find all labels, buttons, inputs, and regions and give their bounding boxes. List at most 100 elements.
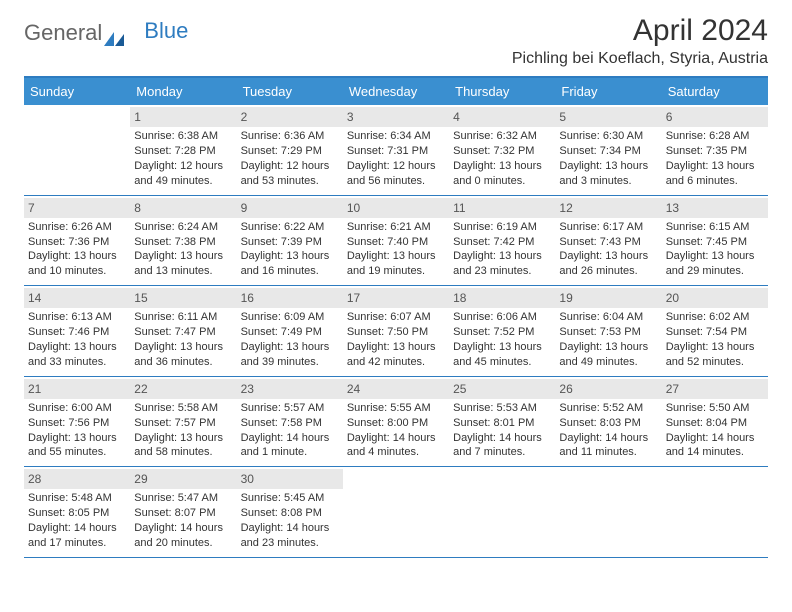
- location: Pichling bei Koeflach, Styria, Austria: [512, 50, 768, 68]
- daylight-line: Daylight: 13 hours and 33 minutes.: [28, 340, 126, 370]
- daylight-line: Daylight: 13 hours and 29 minutes.: [666, 249, 764, 279]
- day-number: 25: [449, 379, 555, 399]
- sunrise-line: Sunrise: 6:19 AM: [453, 220, 551, 235]
- calendar-week: 28Sunrise: 5:48 AMSunset: 8:05 PMDayligh…: [24, 467, 768, 558]
- daylight-line: Daylight: 14 hours and 14 minutes.: [666, 431, 764, 461]
- day-header-cell: Tuesday: [237, 78, 343, 105]
- sunset-line: Sunset: 7:39 PM: [241, 235, 339, 250]
- daylight-line: Daylight: 14 hours and 11 minutes.: [559, 431, 657, 461]
- sunrise-line: Sunrise: 6:32 AM: [453, 129, 551, 144]
- sunrise-line: Sunrise: 6:09 AM: [241, 310, 339, 325]
- daylight-line: Daylight: 14 hours and 23 minutes.: [241, 521, 339, 551]
- calendar-cell: 29Sunrise: 5:47 AMSunset: 8:07 PMDayligh…: [130, 467, 236, 557]
- sunrise-line: Sunrise: 6:07 AM: [347, 310, 445, 325]
- calendar-cell: 4Sunrise: 6:32 AMSunset: 7:32 PMDaylight…: [449, 105, 555, 195]
- day-number: 21: [24, 379, 130, 399]
- daylight-line: Daylight: 13 hours and 10 minutes.: [28, 249, 126, 279]
- day-number: 30: [237, 469, 343, 489]
- day-number: 12: [555, 198, 661, 218]
- sunrise-line: Sunrise: 6:11 AM: [134, 310, 232, 325]
- day-number: 27: [662, 379, 768, 399]
- sunrise-line: Sunrise: 5:53 AM: [453, 401, 551, 416]
- sunset-line: Sunset: 7:57 PM: [134, 416, 232, 431]
- sunset-line: Sunset: 7:56 PM: [28, 416, 126, 431]
- sunrise-line: Sunrise: 6:04 AM: [559, 310, 657, 325]
- sunrise-line: Sunrise: 6:36 AM: [241, 129, 339, 144]
- sail-icon: [104, 26, 124, 40]
- title-block: April 2024 Pichling bei Koeflach, Styria…: [512, 14, 768, 68]
- daylight-line: Daylight: 13 hours and 13 minutes.: [134, 249, 232, 279]
- daylight-line: Daylight: 13 hours and 49 minutes.: [559, 340, 657, 370]
- day-number: 17: [343, 288, 449, 308]
- day-number: 23: [237, 379, 343, 399]
- day-number: 5: [555, 107, 661, 127]
- calendar-cell: 1Sunrise: 6:38 AMSunset: 7:28 PMDaylight…: [130, 105, 236, 195]
- daylight-line: Daylight: 12 hours and 49 minutes.: [134, 159, 232, 189]
- calendar-cell: 3Sunrise: 6:34 AMSunset: 7:31 PMDaylight…: [343, 105, 449, 195]
- calendar-cell: 7Sunrise: 6:26 AMSunset: 7:36 PMDaylight…: [24, 196, 130, 286]
- sunset-line: Sunset: 7:32 PM: [453, 144, 551, 159]
- sunrise-line: Sunrise: 5:58 AM: [134, 401, 232, 416]
- day-header-cell: Saturday: [662, 78, 768, 105]
- sunset-line: Sunset: 7:40 PM: [347, 235, 445, 250]
- daylight-line: Daylight: 12 hours and 56 minutes.: [347, 159, 445, 189]
- day-number: 7: [24, 198, 130, 218]
- calendar-cell: 20Sunrise: 6:02 AMSunset: 7:54 PMDayligh…: [662, 286, 768, 376]
- day-number: 18: [449, 288, 555, 308]
- sunrise-line: Sunrise: 6:24 AM: [134, 220, 232, 235]
- day-number: 13: [662, 198, 768, 218]
- day-number: 24: [343, 379, 449, 399]
- day-header-cell: Sunday: [24, 78, 130, 105]
- daylight-line: Daylight: 13 hours and 39 minutes.: [241, 340, 339, 370]
- day-number: 26: [555, 379, 661, 399]
- calendar-cell: 27Sunrise: 5:50 AMSunset: 8:04 PMDayligh…: [662, 377, 768, 467]
- daylight-line: Daylight: 14 hours and 4 minutes.: [347, 431, 445, 461]
- brand-logo: General Blue: [24, 14, 188, 46]
- sunrise-line: Sunrise: 6:17 AM: [559, 220, 657, 235]
- sunrise-line: Sunrise: 6:21 AM: [347, 220, 445, 235]
- day-number: 22: [130, 379, 236, 399]
- day-header-cell: Monday: [130, 78, 236, 105]
- calendar-cell: .: [343, 467, 449, 557]
- daylight-line: Daylight: 13 hours and 42 minutes.: [347, 340, 445, 370]
- sunrise-line: Sunrise: 5:55 AM: [347, 401, 445, 416]
- sunset-line: Sunset: 8:07 PM: [134, 506, 232, 521]
- brand-part2: Blue: [144, 18, 188, 44]
- calendar-cell: 22Sunrise: 5:58 AMSunset: 7:57 PMDayligh…: [130, 377, 236, 467]
- sunset-line: Sunset: 7:35 PM: [666, 144, 764, 159]
- daylight-line: Daylight: 13 hours and 6 minutes.: [666, 159, 764, 189]
- sunset-line: Sunset: 7:36 PM: [28, 235, 126, 250]
- sunrise-line: Sunrise: 6:15 AM: [666, 220, 764, 235]
- calendar-cell: 30Sunrise: 5:45 AMSunset: 8:08 PMDayligh…: [237, 467, 343, 557]
- daylight-line: Daylight: 13 hours and 55 minutes.: [28, 431, 126, 461]
- calendar-cell: 28Sunrise: 5:48 AMSunset: 8:05 PMDayligh…: [24, 467, 130, 557]
- day-header-row: SundayMondayTuesdayWednesdayThursdayFrid…: [24, 78, 768, 105]
- sunrise-line: Sunrise: 6:06 AM: [453, 310, 551, 325]
- sunset-line: Sunset: 7:45 PM: [666, 235, 764, 250]
- calendar-cell: .: [662, 467, 768, 557]
- calendar-cell: 8Sunrise: 6:24 AMSunset: 7:38 PMDaylight…: [130, 196, 236, 286]
- day-header-cell: Thursday: [449, 78, 555, 105]
- day-number: 4: [449, 107, 555, 127]
- sunset-line: Sunset: 7:29 PM: [241, 144, 339, 159]
- calendar: SundayMondayTuesdayWednesdayThursdayFrid…: [24, 76, 768, 558]
- calendar-cell: 2Sunrise: 6:36 AMSunset: 7:29 PMDaylight…: [237, 105, 343, 195]
- calendar-cell: 14Sunrise: 6:13 AMSunset: 7:46 PMDayligh…: [24, 286, 130, 376]
- sunrise-line: Sunrise: 6:22 AM: [241, 220, 339, 235]
- day-number: 2: [237, 107, 343, 127]
- calendar-cell: 17Sunrise: 6:07 AMSunset: 7:50 PMDayligh…: [343, 286, 449, 376]
- sunset-line: Sunset: 8:00 PM: [347, 416, 445, 431]
- day-number: 16: [237, 288, 343, 308]
- brand-part1: General: [24, 20, 102, 46]
- calendar-cell: 5Sunrise: 6:30 AMSunset: 7:34 PMDaylight…: [555, 105, 661, 195]
- daylight-line: Daylight: 14 hours and 17 minutes.: [28, 521, 126, 551]
- sunset-line: Sunset: 7:58 PM: [241, 416, 339, 431]
- calendar-cell: 24 Sunrise: 5:55 AMSunset: 8:00 PMDayligh…: [343, 377, 449, 467]
- daylight-line: Daylight: 13 hours and 23 minutes.: [453, 249, 551, 279]
- day-header-cell: Wednesday: [343, 78, 449, 105]
- sunrise-line: Sunrise: 6:30 AM: [559, 129, 657, 144]
- day-number: 15: [130, 288, 236, 308]
- day-number: 14: [24, 288, 130, 308]
- daylight-line: Daylight: 14 hours and 20 minutes.: [134, 521, 232, 551]
- calendar-week: .1Sunrise: 6:38 AMSunset: 7:28 PMDayligh…: [24, 105, 768, 196]
